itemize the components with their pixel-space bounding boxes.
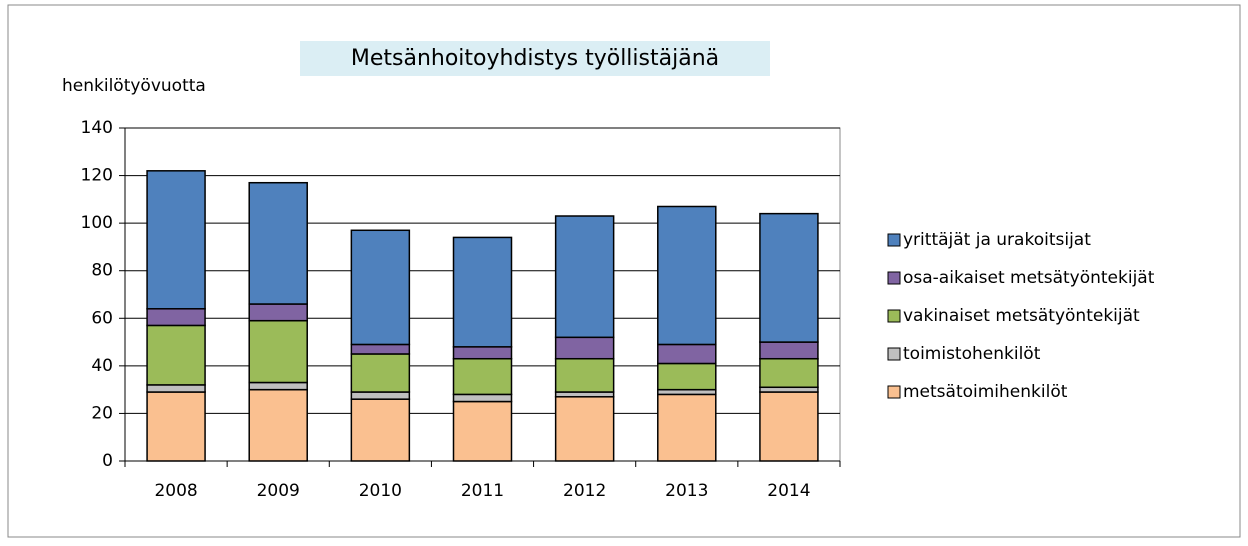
bar-segment — [759, 391, 819, 462]
legend-swatch — [887, 347, 901, 361]
title-box — [300, 41, 770, 76]
bar-segment — [452, 236, 513, 348]
x-tick-label: 2009 — [257, 481, 300, 501]
bar-segment — [554, 357, 615, 393]
y-tick-label: 40 — [91, 356, 113, 376]
chart-title: Metsänhoitoyhdistys työllistäjänä — [351, 46, 719, 71]
bar-segment — [146, 170, 206, 310]
y-tick-label: 0 — [102, 451, 113, 471]
y-tick-label: 120 — [81, 166, 113, 186]
y-tick-label: 100 — [81, 213, 113, 233]
y-tick-label: 80 — [91, 261, 113, 281]
bar-segment — [350, 229, 411, 346]
x-tick-label: 2010 — [359, 481, 402, 501]
legend-swatch — [887, 309, 901, 323]
bar-segment — [554, 396, 615, 462]
bar-segment — [248, 181, 308, 305]
bar-segment — [350, 343, 411, 355]
bar-segment — [452, 400, 513, 462]
bar-segment — [452, 357, 513, 396]
bar-segment — [146, 391, 206, 462]
x-tick-label: 2014 — [767, 481, 810, 501]
bar-segment — [146, 384, 206, 393]
bar-segment — [759, 212, 819, 343]
bar-segment — [350, 353, 411, 393]
x-tick-label: 2012 — [563, 481, 606, 501]
legend-label: toimistohenkilöt — [903, 344, 1041, 364]
bar-segment — [146, 324, 206, 386]
x-tick-label: 2013 — [665, 481, 708, 501]
bar-segment — [657, 393, 717, 462]
legend-swatch — [887, 233, 901, 247]
legend-label: yrittäjät ja urakoitsijat — [903, 230, 1091, 250]
legend-label: metsätoimihenkilöt — [903, 382, 1068, 402]
y-tick-label: 140 — [81, 118, 113, 138]
y-axis-label: henkilötyövuotta — [62, 76, 206, 96]
bar-segment — [759, 357, 819, 389]
x-tick-label: 2011 — [461, 481, 504, 501]
x-tick-label: 2008 — [154, 481, 197, 501]
bar-segment — [554, 336, 615, 360]
y-tick-label: 20 — [91, 403, 113, 423]
bar-segment — [452, 393, 513, 403]
bar-segment — [248, 381, 308, 391]
bar-segment — [248, 319, 308, 384]
legend-swatch — [887, 385, 901, 399]
bar-segment — [657, 362, 717, 391]
bar-segment — [657, 343, 717, 365]
bar-segment — [350, 398, 411, 462]
bar-segment — [248, 303, 308, 322]
bar-segment — [657, 205, 717, 346]
legend-swatch — [887, 271, 901, 285]
bar-segment — [452, 346, 513, 360]
y-tick-label: 60 — [91, 308, 113, 328]
bar-segment — [759, 341, 819, 360]
bar-segment — [350, 391, 411, 400]
bar-segment — [248, 388, 308, 462]
bar-segment — [554, 215, 615, 339]
legend-label: osa-aikaiset metsätyöntekijät — [903, 268, 1155, 288]
legend-label: vakinaiset metsätyöntekijät — [903, 306, 1140, 326]
bar-segment — [146, 308, 206, 327]
